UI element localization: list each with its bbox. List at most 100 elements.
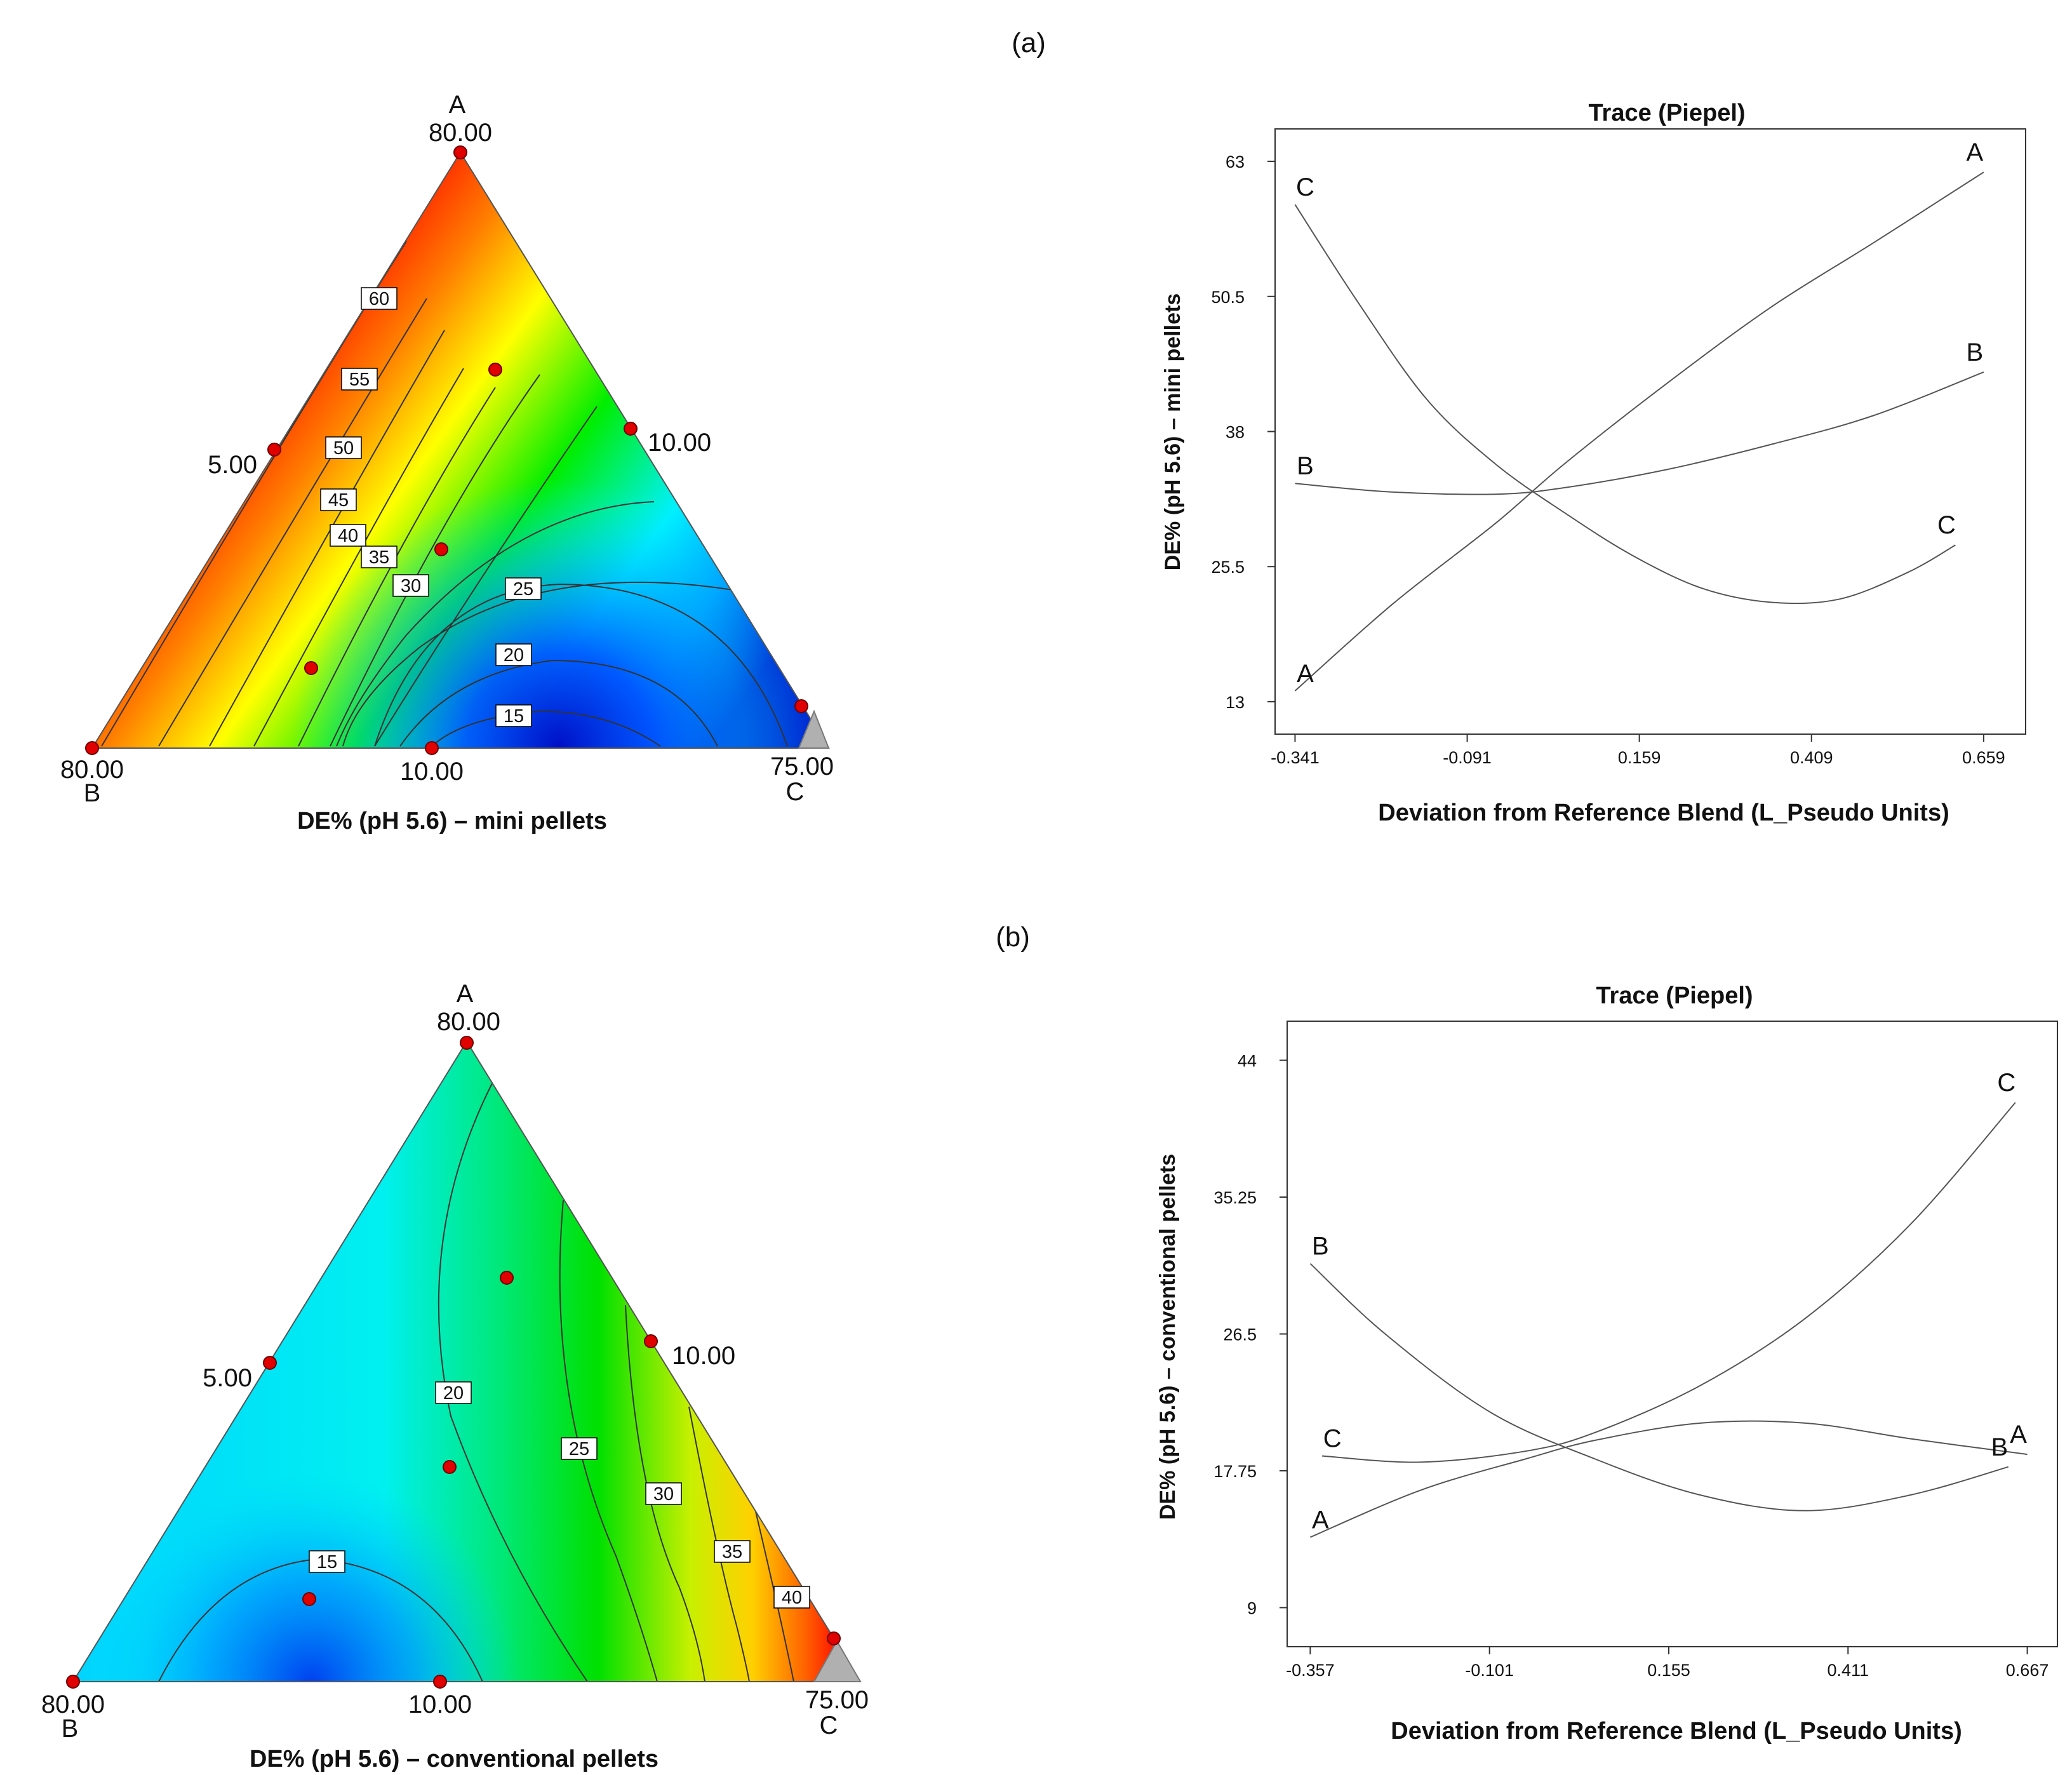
contour-label: 30 bbox=[392, 574, 429, 597]
vertex-b-value: 80.00 bbox=[60, 756, 124, 784]
trace-curves-a: A A B B C C bbox=[1294, 138, 1984, 692]
svg-text:25: 25 bbox=[513, 579, 533, 599]
vertex-marker-c-b bbox=[813, 1639, 862, 1682]
right-edge-label: 10.00 bbox=[648, 429, 711, 457]
svg-text:15: 15 bbox=[317, 1552, 337, 1572]
vertex-a-value: 80.00 bbox=[437, 1008, 500, 1036]
design-point bbox=[66, 1675, 80, 1689]
vertex-c-name: C bbox=[820, 1711, 838, 1739]
design-point bbox=[263, 1356, 277, 1370]
series-start-label: C bbox=[1323, 1425, 1342, 1453]
x-tick-label: -0.341 bbox=[1271, 748, 1320, 767]
contour-label: 35 bbox=[361, 546, 398, 568]
plot-frame bbox=[1274, 128, 2026, 735]
x-tick-label: 0.409 bbox=[1790, 748, 1833, 767]
panel-label-b: (b) bbox=[996, 921, 1030, 953]
design-point bbox=[460, 1036, 474, 1050]
design-point bbox=[644, 1334, 658, 1348]
contour-label: 50 bbox=[325, 436, 362, 459]
x-tick-label: -0.091 bbox=[1443, 748, 1492, 767]
contour-label: 15 bbox=[309, 1550, 345, 1573]
plot-frame bbox=[1287, 1021, 2058, 1647]
design-point bbox=[794, 699, 808, 713]
y-tick-label: 63 bbox=[1226, 152, 1245, 171]
bottom-edge-label: 10.00 bbox=[408, 1691, 472, 1718]
svg-text:35: 35 bbox=[369, 547, 389, 568]
vertex-b-value: 80.00 bbox=[41, 1691, 105, 1718]
svg-text:20: 20 bbox=[504, 645, 524, 666]
vertex-b-name: B bbox=[84, 779, 101, 807]
design-point bbox=[624, 422, 638, 436]
svg-text:60: 60 bbox=[369, 289, 389, 309]
series-start-label: B bbox=[1297, 452, 1314, 480]
vertex-c-name: C bbox=[786, 778, 805, 806]
axis-ticks-a: -0.341 -0.091 0.159 0.409 0.659 13 25.5 38 50.5 6… bbox=[1211, 152, 2005, 767]
design-point bbox=[827, 1631, 841, 1645]
chart-title: Trace (Piepel) bbox=[1596, 982, 1753, 1009]
design-point bbox=[267, 443, 281, 457]
y-tick-label: 13 bbox=[1226, 693, 1245, 712]
svg-text:25: 25 bbox=[569, 1439, 589, 1459]
svg-text:55: 55 bbox=[349, 370, 370, 390]
y-tick-label: 50.5 bbox=[1211, 288, 1245, 307]
ternary-caption-b: DE% (pH 5.6) – conventional pellets bbox=[250, 1746, 658, 1772]
trace-series-b bbox=[1295, 371, 1984, 495]
series-end-label: B bbox=[1991, 1433, 2008, 1461]
contour-label: 25 bbox=[561, 1437, 598, 1460]
design-point bbox=[425, 741, 439, 755]
y-tick-label: 38 bbox=[1226, 423, 1245, 442]
series-start-label: A bbox=[1312, 1506, 1329, 1534]
contour-label: 20 bbox=[495, 643, 532, 666]
vertex-a-value: 80.00 bbox=[429, 119, 492, 147]
contour-label: 20 bbox=[435, 1381, 472, 1404]
design-points-a bbox=[85, 145, 808, 755]
y-tick-label: 26.5 bbox=[1223, 1325, 1257, 1344]
svg-text:35: 35 bbox=[722, 1542, 742, 1562]
design-point bbox=[443, 1460, 457, 1474]
x-tick-label: -0.357 bbox=[1286, 1661, 1335, 1680]
design-point bbox=[433, 1675, 447, 1689]
ternary-plot-b: 15 20 25 30 35 40 A 80.00 5.00 10.00 80.… bbox=[41, 980, 869, 1772]
x-axis-label: Deviation from Reference Blend (L_Pseudo… bbox=[1378, 800, 1949, 826]
contour-label: 60 bbox=[361, 287, 398, 310]
y-tick-label: 44 bbox=[1238, 1052, 1257, 1071]
y-tick-label: 17.75 bbox=[1213, 1462, 1257, 1481]
svg-text:30: 30 bbox=[653, 1484, 674, 1504]
contour-label: 35 bbox=[714, 1540, 751, 1563]
right-edge-label: 10.00 bbox=[672, 1342, 735, 1370]
design-point bbox=[488, 363, 502, 377]
contour-lines-b bbox=[158, 1079, 794, 1682]
design-point bbox=[434, 542, 448, 556]
design-point bbox=[85, 741, 99, 755]
y-axis-label: DE% (pH 5.6) – conventional pellets bbox=[1156, 1154, 1180, 1520]
series-start-label: C bbox=[1296, 173, 1314, 201]
design-point bbox=[500, 1271, 514, 1285]
x-tick-label: 0.155 bbox=[1647, 1661, 1690, 1680]
contour-labels-b: 15 20 25 30 35 40 bbox=[309, 1381, 810, 1609]
left-edge-label: 5.00 bbox=[208, 451, 257, 479]
ternary-plot-a: 60 55 50 45 40 35 30 25 20 15 A 80.00 5.… bbox=[60, 91, 834, 834]
design-point bbox=[453, 145, 467, 159]
vertex-c-value: 75.00 bbox=[805, 1686, 869, 1714]
trace-series-c bbox=[1322, 1102, 2016, 1463]
svg-text:40: 40 bbox=[782, 1588, 802, 1608]
svg-text:15: 15 bbox=[504, 706, 524, 727]
contour-labels-a: 60 55 50 45 40 35 30 25 20 15 bbox=[320, 287, 542, 727]
vertex-a-name: A bbox=[449, 91, 466, 119]
panel-label-a: (a) bbox=[1012, 27, 1046, 58]
svg-text:40: 40 bbox=[338, 526, 358, 546]
svg-text:45: 45 bbox=[328, 490, 349, 511]
chart-title: Trace (Piepel) bbox=[1588, 100, 1745, 126]
x-tick-label: 0.659 bbox=[1962, 748, 2005, 767]
x-tick-label: 0.159 bbox=[1618, 748, 1661, 767]
contour-label: 25 bbox=[505, 577, 542, 600]
bottom-edge-label: 10.00 bbox=[400, 758, 464, 786]
series-end-label: A bbox=[1967, 138, 1984, 166]
x-tick-label: 0.411 bbox=[1828, 1661, 1869, 1680]
x-tick-label: 0.667 bbox=[2006, 1661, 2049, 1680]
series-end-label: A bbox=[2010, 1421, 2027, 1449]
ternary-blue-pool-a bbox=[92, 152, 829, 748]
vertex-b-name: B bbox=[62, 1715, 79, 1743]
vertex-c-value: 75.00 bbox=[770, 753, 834, 780]
